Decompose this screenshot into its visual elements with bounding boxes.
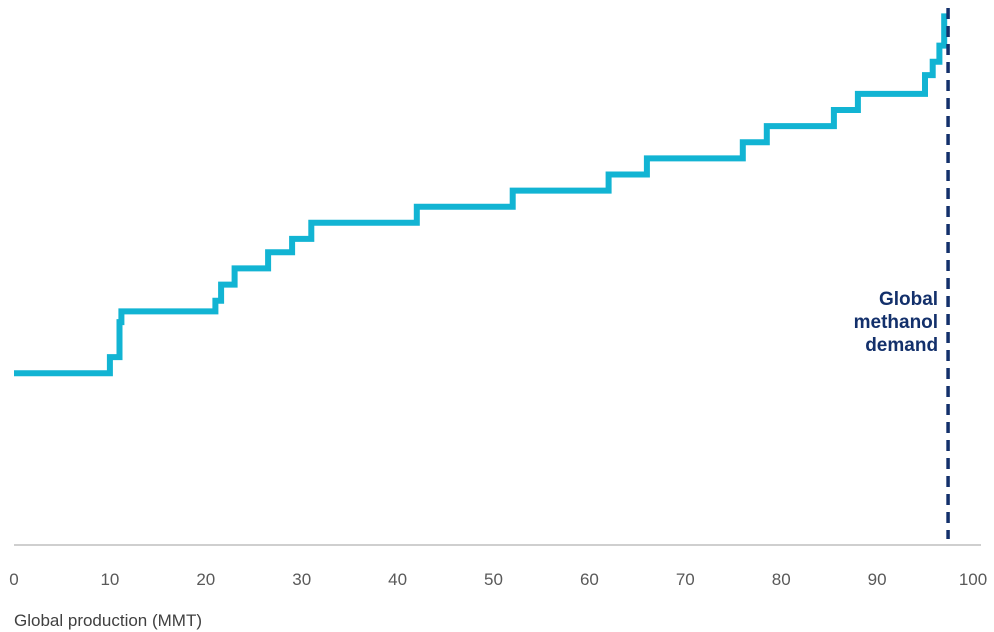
supply-curve-line	[14, 13, 948, 377]
x-tick-label: 30	[292, 570, 311, 589]
x-tick-label: 40	[388, 570, 407, 589]
demand-label-line: Global	[879, 289, 938, 310]
demand-label-line: demand	[865, 335, 938, 356]
x-tick-label: 60	[580, 570, 599, 589]
x-tick-label: 90	[868, 570, 887, 589]
x-tick-label: 70	[676, 570, 695, 589]
x-tick-label: 50	[484, 570, 503, 589]
x-axis-title: Global production (MMT)	[14, 611, 203, 630]
x-tick-label: 20	[196, 570, 215, 589]
x-tick-labels: 0 10 20 30 40 50 60 70 80 90 100	[9, 570, 987, 589]
x-tick-label: 0	[9, 570, 18, 589]
x-tick-label: 80	[772, 570, 791, 589]
plot-area	[14, 13, 948, 377]
demand-label-line: methanol	[854, 312, 938, 333]
x-tick-label: 100	[959, 570, 987, 589]
x-tick-label: 10	[100, 570, 119, 589]
